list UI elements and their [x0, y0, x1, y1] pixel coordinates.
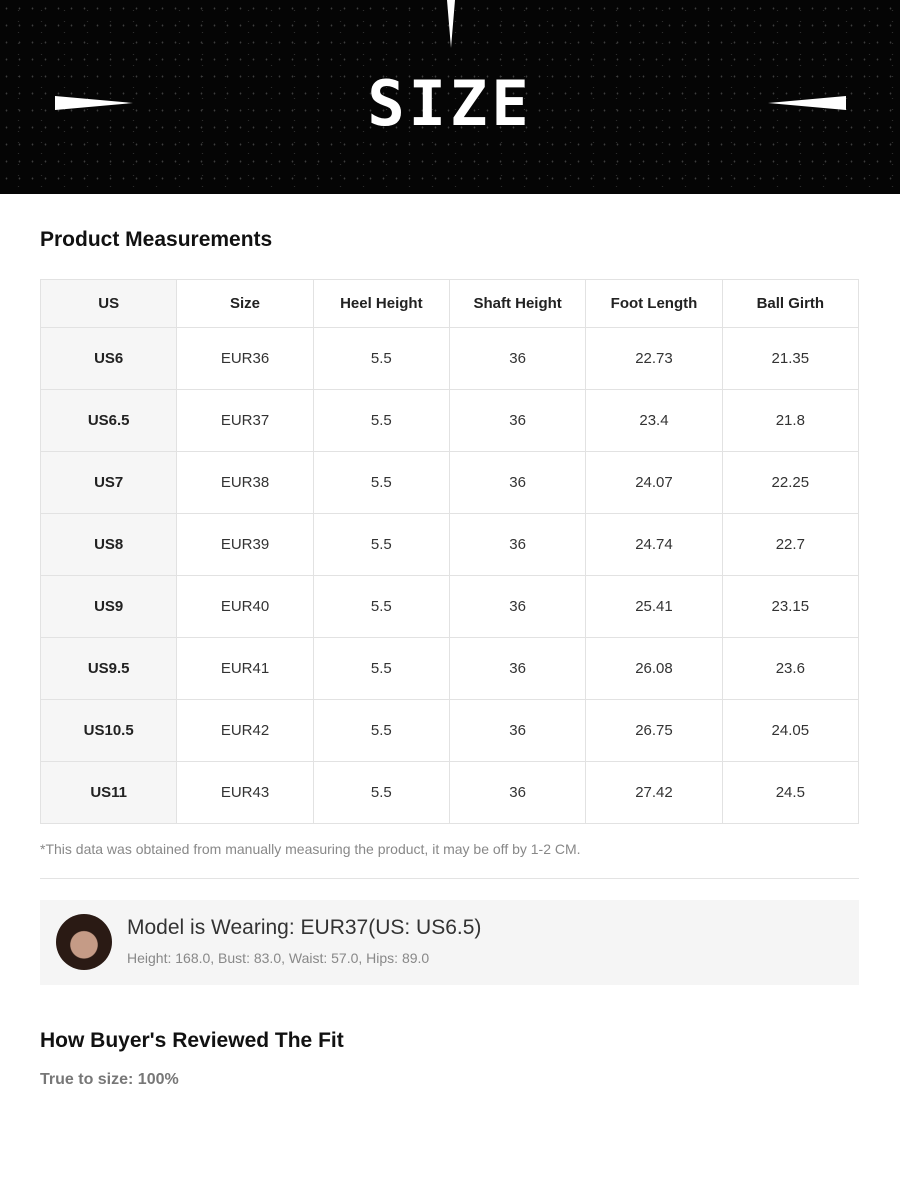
table-row: US6 EUR36 5.5 36 22.73 21.35	[39, 327, 860, 390]
table-cell: 23.4	[585, 389, 723, 452]
fit-review-title: How Buyer's Reviewed The Fit	[40, 1029, 344, 1052]
table-cell: 36	[448, 575, 587, 638]
table-cell: 5.5	[312, 637, 450, 700]
table-cell: 5.5	[312, 513, 450, 576]
table-cell: EUR37	[176, 389, 314, 452]
model-info: Model is Wearing: EUR37(US: US6.5) Heigh…	[40, 900, 859, 985]
table-row: US11 EUR43 5.5 36 27.42 24.5	[39, 761, 860, 824]
model-avatar	[56, 914, 112, 970]
table-cell: 5.5	[312, 761, 450, 824]
table-cell: US9.5	[39, 637, 178, 700]
true-to-size: True to size: 100%	[40, 1071, 179, 1088]
table-cell: 24.5	[721, 761, 860, 824]
divider	[40, 878, 859, 879]
table-cell: 5.5	[312, 389, 450, 452]
table-cell: 36	[448, 699, 587, 762]
table-cell: 36	[448, 451, 587, 514]
table-cell: 36	[448, 637, 587, 700]
table-cell: EUR42	[176, 699, 314, 762]
table-cell: 5.5	[312, 575, 450, 638]
column-header: US	[39, 279, 178, 328]
table-cell: 24.07	[585, 451, 723, 514]
table-cell: 26.08	[585, 637, 723, 700]
table-cell: 21.35	[721, 327, 860, 390]
spike-decoration	[447, 0, 455, 48]
table-cell: 5.5	[312, 327, 450, 390]
table-cell: 27.42	[585, 761, 723, 824]
table-cell: 24.74	[585, 513, 723, 576]
table-cell: US8	[39, 513, 178, 576]
table-row: US9 EUR40 5.5 36 25.41 23.15	[39, 575, 860, 638]
table-row: US6.5 EUR37 5.5 36 23.4 21.8	[39, 389, 860, 452]
table-cell: 26.75	[585, 699, 723, 762]
table-cell: 25.41	[585, 575, 723, 638]
table-cell: 22.7	[721, 513, 860, 576]
table-cell: 36	[448, 327, 587, 390]
table-cell: 5.5	[312, 451, 450, 514]
table-header-row: US Size Heel Height Shaft Height Foot Length…	[39, 279, 860, 328]
table-cell: 21.8	[721, 389, 860, 452]
table-cell: 23.6	[721, 637, 860, 700]
table-cell: EUR36	[176, 327, 314, 390]
table-cell: US6.5	[39, 389, 178, 452]
column-header: Ball Girth	[721, 279, 860, 328]
table-cell: EUR39	[176, 513, 314, 576]
table-cell: 24.05	[721, 699, 860, 762]
table-cell: EUR38	[176, 451, 314, 514]
table-cell: US10.5	[39, 699, 178, 762]
table-cell: 5.5	[312, 699, 450, 762]
column-header: Heel Height	[312, 279, 450, 328]
product-measurements-title: Product Measurements	[40, 228, 273, 251]
column-header: Shaft Height	[448, 279, 587, 328]
size-table: US Size Heel Height Shaft Height Foot Length…	[39, 279, 860, 824]
table-cell: US9	[39, 575, 178, 638]
table-cell: 22.73	[585, 327, 723, 390]
table-cell: US11	[39, 761, 178, 824]
table-cell: 23.15	[721, 575, 860, 638]
table-row: US8 EUR39 5.5 36 24.74 22.7	[39, 513, 860, 576]
table-cell: 36	[448, 389, 587, 452]
model-wearing: Model is Wearing: EUR37(US: US6.5)	[127, 916, 482, 939]
table-cell: EUR40	[176, 575, 314, 638]
table-row: US7 EUR38 5.5 36 24.07 22.25	[39, 451, 860, 514]
table-cell: US7	[39, 451, 178, 514]
column-header: Size	[176, 279, 314, 328]
table-row: US10.5 EUR42 5.5 36 26.75 24.05	[39, 699, 860, 762]
column-header: Foot Length	[585, 279, 723, 328]
table-row: US9.5 EUR41 5.5 36 26.08 23.6	[39, 637, 860, 700]
table-cell: 36	[448, 513, 587, 576]
size-banner: SIZE	[0, 0, 900, 194]
banner-title: SIZE	[367, 67, 533, 140]
table-cell: EUR43	[176, 761, 314, 824]
measurement-note: *This data was obtained from manually me…	[40, 841, 581, 857]
table-cell: 36	[448, 761, 587, 824]
table-cell: EUR41	[176, 637, 314, 700]
model-stats: Height: 168.0, Bust: 83.0, Waist: 57.0, …	[127, 950, 430, 966]
table-cell: 22.25	[721, 451, 860, 514]
table-cell: US6	[39, 327, 178, 390]
